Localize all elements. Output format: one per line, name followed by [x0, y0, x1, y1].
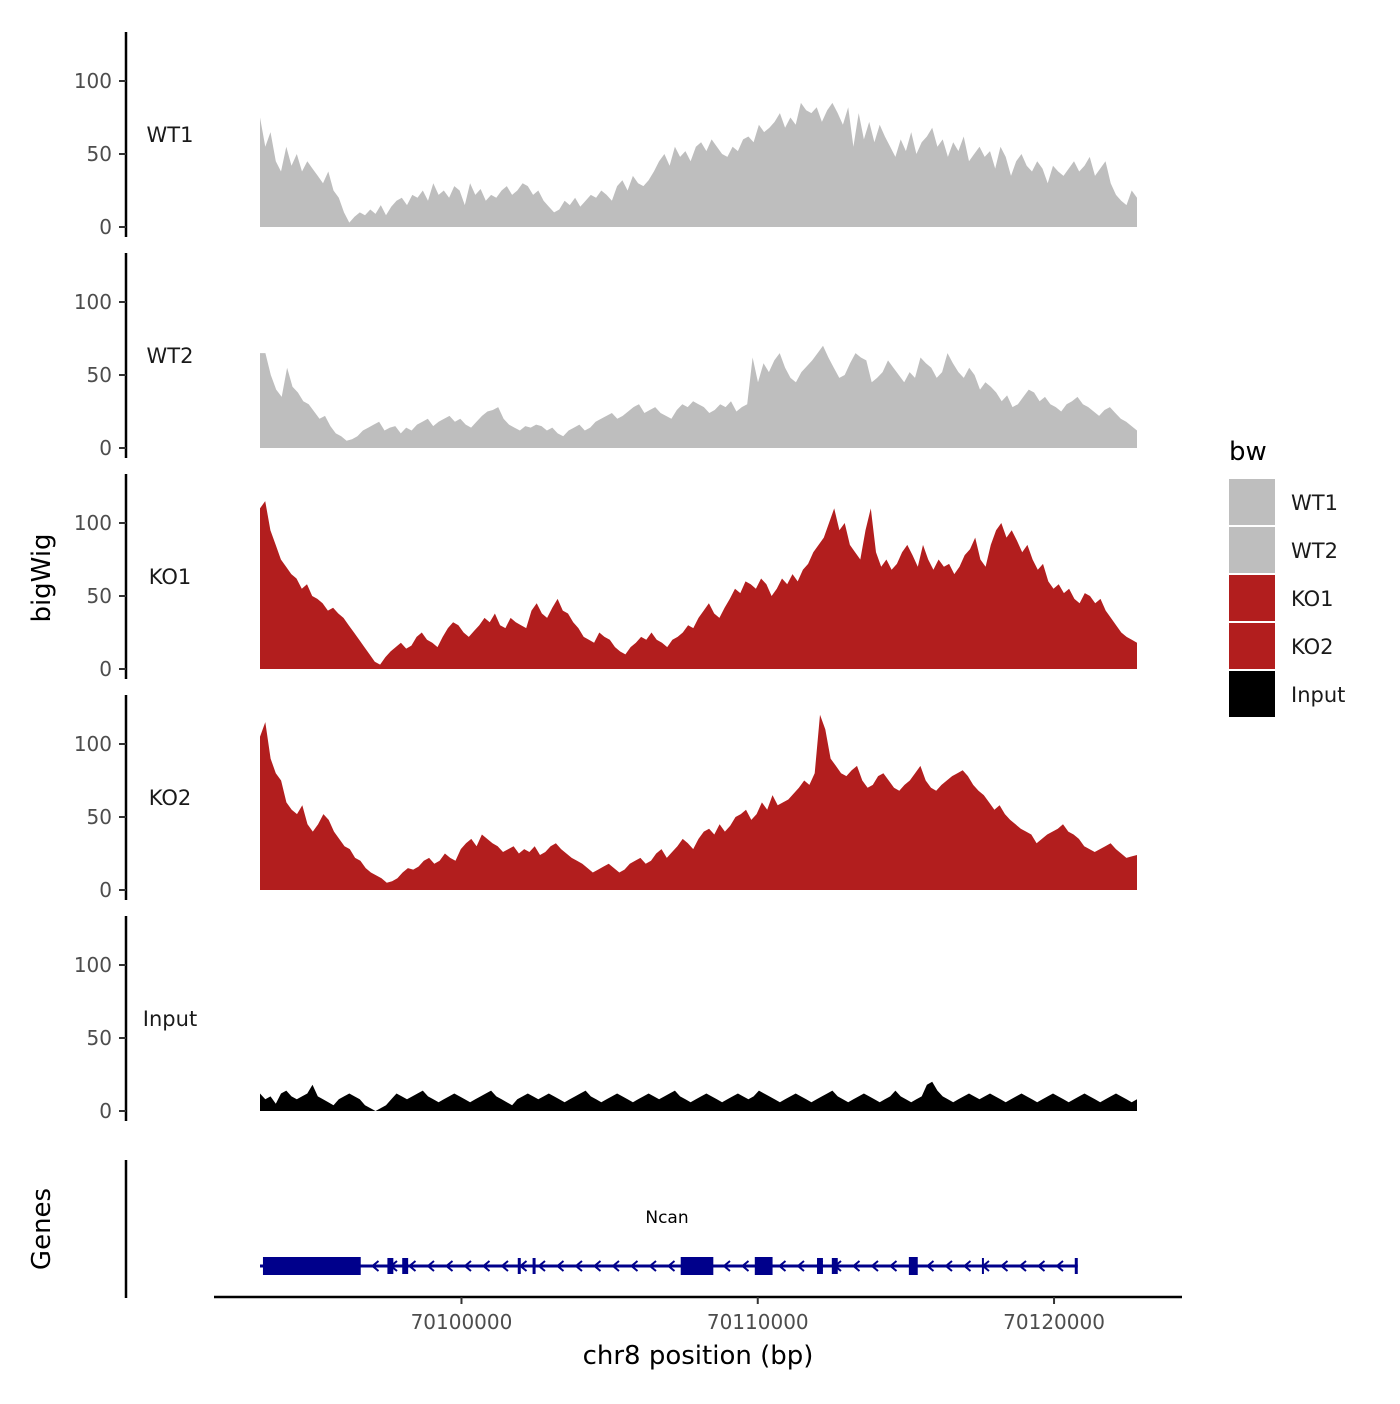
legend-title: bw — [1229, 437, 1267, 467]
gene-exon — [1074, 1258, 1078, 1274]
strand-arrow — [481, 1260, 491, 1272]
strand-arrow — [666, 1260, 676, 1272]
track-ko2: 0 50 100 KO2 — [74, 695, 1137, 902]
gene-exon — [680, 1257, 714, 1275]
y-tick-label-ko2: 0 — [99, 878, 112, 902]
strand-arrow — [1055, 1260, 1064, 1272]
legend-swatch-wt1 — [1229, 479, 1275, 525]
y-axis-title: bigWig — [27, 533, 57, 622]
strand-arrow — [407, 1260, 417, 1272]
track-wt2: 0 50 100 WT2 — [74, 253, 1137, 460]
area-input — [260, 1081, 1137, 1111]
track-ko1: 0 50 100 KO1 — [74, 474, 1137, 681]
x-axis-title: chr8 position (bp) — [583, 1341, 814, 1371]
track-label-input: Input — [143, 1007, 197, 1031]
strand-arrow — [999, 1260, 1009, 1272]
legend-swatch-ko2 — [1229, 623, 1275, 669]
gene-exon — [387, 1258, 394, 1274]
strand-arrow — [722, 1260, 731, 1272]
gene-exon — [262, 1257, 361, 1275]
strand-arrow — [426, 1260, 435, 1272]
track-label-ko1: KO1 — [149, 565, 192, 589]
y-tick-label-wt1: 0 — [99, 215, 112, 239]
strand-arrow — [592, 1260, 602, 1272]
legend-label-ko1: KO1 — [1291, 587, 1334, 611]
legend-label-ko2: KO2 — [1291, 635, 1334, 659]
strand-arrow — [851, 1260, 861, 1272]
legend-swatch-wt2 — [1229, 527, 1275, 573]
y-tick-label-ko2: 100 — [74, 732, 112, 756]
strand-arrow — [925, 1260, 935, 1272]
area-ko1 — [260, 501, 1137, 669]
legend-label-wt1: WT1 — [1291, 491, 1338, 515]
signal-tracks: 0 50 100 WT1 0 50 100 WT2 0 50 100 KO1 0 50 100 KO2 0 50 1… — [74, 32, 1137, 1123]
strand-arrow — [500, 1260, 509, 1272]
strand-arrow — [574, 1260, 583, 1272]
strand-arrow — [611, 1260, 620, 1272]
gene-model — [260, 1257, 1078, 1275]
strand-arrow — [629, 1260, 639, 1272]
strand-arrow — [944, 1260, 953, 1272]
track-label-ko2: KO2 — [149, 786, 192, 810]
gene-exon — [831, 1258, 838, 1274]
strand-arrow — [740, 1260, 750, 1272]
x-tick-label: 70120000 — [1003, 1310, 1105, 1334]
y-tick-label-wt2: 100 — [74, 290, 112, 314]
track-wt1: 0 50 100 WT1 — [74, 32, 1137, 239]
track-label-wt1: WT1 — [147, 123, 194, 147]
strand-arrow — [648, 1260, 657, 1272]
area-ko2 — [260, 714, 1137, 890]
strand-arrow — [444, 1260, 454, 1272]
area-wt1 — [260, 102, 1137, 227]
strand-arrow — [1036, 1260, 1046, 1272]
strand-arrow — [555, 1260, 565, 1272]
x-ticks: 70100000 70110000 70120000 — [411, 1297, 1105, 1334]
legend-swatch-ko1 — [1229, 575, 1275, 621]
legend-items: WT1 WT2 KO1 KO2 Input — [1229, 479, 1345, 717]
strand-arrow — [870, 1260, 879, 1272]
legend-label-input: Input — [1291, 683, 1345, 707]
strand-arrow — [537, 1260, 546, 1272]
x-tick-label: 70100000 — [411, 1310, 513, 1334]
strand-arrow — [370, 1260, 380, 1272]
legend: bw WT1 WT2 KO1 KO2 Input — [1229, 437, 1345, 717]
y-tick-label-ko1: 0 — [99, 657, 112, 681]
y-tick-label-wt1: 100 — [74, 69, 112, 93]
strand-arrow — [463, 1260, 472, 1272]
y-tick-label-input: 100 — [74, 953, 112, 977]
gene-track: Ncan — [124, 1160, 1078, 1298]
gene-exon — [402, 1258, 409, 1274]
gene-exon — [908, 1257, 918, 1275]
gene-exon — [754, 1257, 773, 1275]
y-tick-label-wt2: 50 — [87, 363, 112, 387]
y-tick-label-ko1: 100 — [74, 511, 112, 535]
legend-swatch-input — [1229, 671, 1275, 717]
gene-name-label: Ncan — [645, 1208, 688, 1228]
genes-axis-title: Genes — [27, 1188, 57, 1270]
track-label-wt2: WT2 — [147, 344, 194, 368]
x-tick-label: 70110000 — [707, 1310, 809, 1334]
legend-label-wt2: WT2 — [1291, 539, 1338, 563]
gene-exon — [817, 1258, 823, 1274]
x-axis: 70100000 70110000 70120000 chr8 position (… — [214, 1295, 1182, 1371]
strand-arrow — [1018, 1260, 1027, 1272]
strand-arrow — [888, 1260, 898, 1272]
y-tick-label-input: 50 — [87, 1026, 112, 1050]
y-tick-label-wt1: 50 — [87, 142, 112, 166]
gene-exon — [517, 1258, 521, 1274]
strand-arrow — [777, 1260, 787, 1272]
gene-exon — [532, 1258, 536, 1274]
y-tick-label-ko2: 50 — [87, 805, 112, 829]
area-wt2 — [260, 345, 1137, 448]
y-tick-label-input: 0 — [99, 1099, 112, 1123]
strand-arrow — [962, 1260, 972, 1272]
y-tick-label-wt2: 0 — [99, 436, 112, 460]
track-input: 0 50 100 Input — [74, 916, 1137, 1123]
strand-arrow — [796, 1260, 805, 1272]
y-tick-label-ko1: 50 — [87, 584, 112, 608]
